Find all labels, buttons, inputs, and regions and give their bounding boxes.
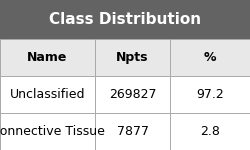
Bar — [170, 76, 250, 113]
Bar — [95, 113, 170, 150]
Bar — [0, 113, 95, 150]
Text: Connective Tissue: Connective Tissue — [0, 125, 104, 138]
Bar — [0, 76, 95, 113]
Text: 97.2: 97.2 — [196, 88, 224, 101]
Text: Name: Name — [27, 51, 68, 64]
Text: Class Distribution: Class Distribution — [49, 12, 201, 27]
Text: 269827: 269827 — [109, 88, 156, 101]
Bar — [95, 76, 170, 113]
Bar — [170, 39, 250, 76]
Text: Unclassified: Unclassified — [10, 88, 85, 101]
Text: Npts: Npts — [116, 51, 149, 64]
Text: %: % — [204, 51, 216, 64]
Bar — [0, 0, 250, 39]
Bar — [170, 113, 250, 150]
Bar — [0, 39, 95, 76]
Bar — [95, 39, 170, 76]
Text: 7877: 7877 — [116, 125, 148, 138]
Text: 2.8: 2.8 — [200, 125, 220, 138]
